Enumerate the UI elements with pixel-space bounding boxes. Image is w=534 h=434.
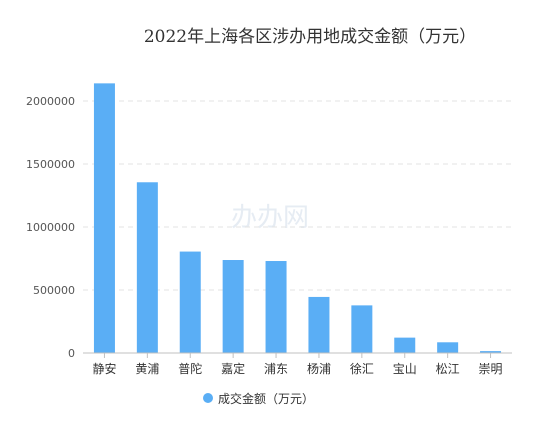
legend-marker (203, 393, 213, 403)
y-tick-label: 1000000 (26, 221, 75, 234)
x-tick-label: 崇明 (479, 362, 503, 376)
x-tick-label: 嘉定 (221, 361, 245, 376)
bar-3 (222, 260, 244, 353)
y-tick-label: 0 (68, 347, 75, 360)
bar-0 (93, 83, 115, 354)
y-tick-label: 500000 (33, 284, 75, 297)
x-tick-label: 普陀 (178, 361, 202, 376)
y-tick-label: 1500000 (26, 158, 75, 171)
x-tick-label: 黄浦 (135, 362, 159, 376)
chart-title: 2022年上海各区涉办用地成交金额（万元） (144, 27, 476, 47)
x-tick-label: 浦东 (264, 362, 288, 376)
legend: 成交金额（万元） (203, 391, 314, 406)
bar-8 (437, 342, 459, 353)
bar-1 (136, 182, 158, 353)
bar-9 (480, 351, 502, 353)
x-tick-label: 杨浦 (307, 361, 331, 376)
watermark: 办办网 (231, 203, 309, 233)
legend-label: 成交金额（万元） (218, 391, 314, 406)
bar-6 (351, 305, 373, 353)
x-tick-label: 静安 (92, 361, 116, 376)
bars (93, 83, 502, 354)
x-tick-label: 松江 (436, 362, 460, 376)
y-tick-label: 2000000 (26, 95, 75, 108)
bar-4 (265, 261, 287, 353)
bar-7 (394, 337, 416, 353)
bar-5 (308, 296, 330, 353)
x-axis: 静安 黄浦 普陀 嘉定 浦东 杨浦 徐汇 宝山 松江 崇明 (83, 352, 512, 376)
y-axis: 0 500000 1000000 1500000 2000000 (26, 95, 75, 360)
bar-2 (179, 251, 201, 353)
x-tick-label: 徐汇 (350, 361, 374, 376)
x-tick-label: 宝山 (393, 362, 417, 376)
